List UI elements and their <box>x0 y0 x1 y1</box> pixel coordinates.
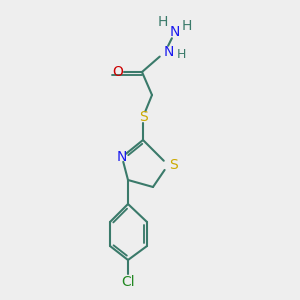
Text: N: N <box>117 150 127 164</box>
Text: S: S <box>139 110 147 124</box>
Text: H: H <box>176 47 186 61</box>
Text: H: H <box>158 15 168 29</box>
Text: N: N <box>170 25 180 39</box>
Text: N: N <box>164 45 174 59</box>
Text: Cl: Cl <box>121 275 135 289</box>
Text: H: H <box>182 19 192 33</box>
Text: S: S <box>169 158 177 172</box>
Text: O: O <box>112 65 123 79</box>
